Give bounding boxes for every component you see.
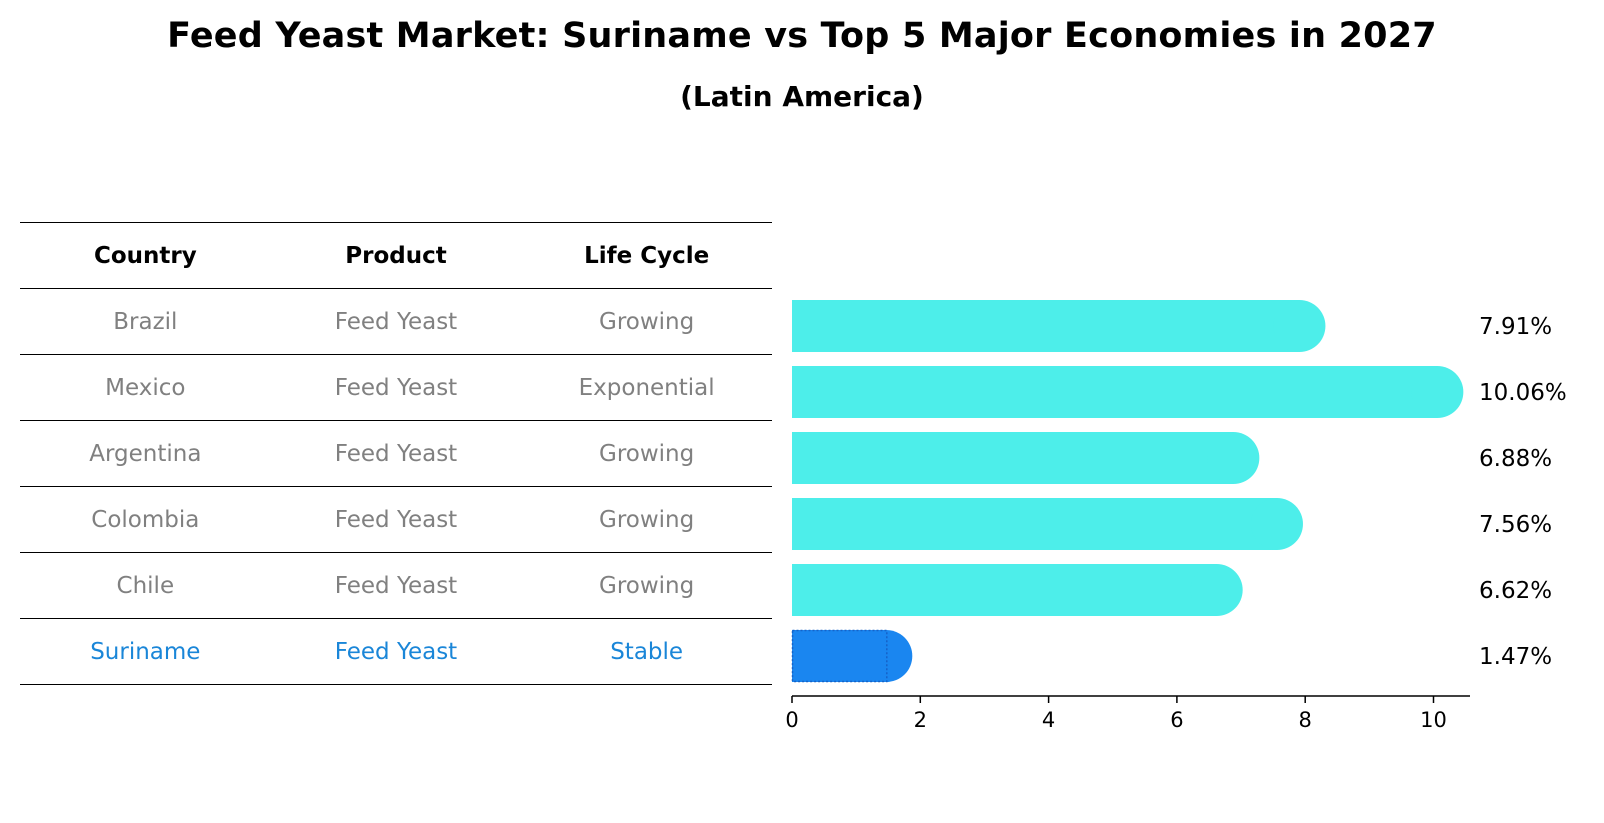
bar-cap <box>1273 300 1326 352</box>
country-cell: Brazil <box>113 308 178 335</box>
header-country: Country <box>93 242 197 269</box>
bar <box>792 564 1217 616</box>
header-life-cycle: Life Cycle <box>584 242 710 269</box>
product-cell: Feed Yeast <box>334 374 458 401</box>
x-tick-label: 4 <box>1042 708 1055 732</box>
product-cell: Feed Yeast <box>334 308 458 335</box>
product-cell: Feed Yeast <box>334 638 458 665</box>
table-row: Mexico Feed Yeast Exponential <box>20 355 772 421</box>
country-cell: Colombia <box>91 506 200 533</box>
table-row: Colombia Feed Yeast Growing <box>20 487 772 553</box>
table-header-row: Country Product Life Cycle <box>20 223 772 289</box>
bar-value-label: 6.88% <box>1479 446 1552 472</box>
table-row: Chile Feed Yeast Growing <box>20 553 772 619</box>
bar-cap <box>1250 498 1303 550</box>
life-cycle-cell: Growing <box>599 572 695 599</box>
bar <box>792 498 1277 550</box>
life-cycle-cell: Growing <box>599 308 695 335</box>
bar <box>792 432 1234 484</box>
chart-title: Feed Yeast Market: Suriname vs Top 5 Maj… <box>167 16 1437 56</box>
product-cell: Feed Yeast <box>334 572 458 599</box>
table-row-highlighted: Suriname Feed Yeast Stable <box>20 619 772 685</box>
bar-cap <box>1190 564 1243 616</box>
country-cell: Mexico <box>105 374 186 401</box>
bar <box>792 366 1438 418</box>
bar-value-label: 6.62% <box>1479 578 1552 604</box>
life-cycle-cell: Growing <box>599 440 695 467</box>
bar <box>792 300 1300 352</box>
life-cycle-cell: Exponential <box>578 374 715 401</box>
bar-value-label: 7.91% <box>1479 314 1552 340</box>
life-cycle-cell: Stable <box>610 638 684 665</box>
table-row: Brazil Feed Yeast Growing <box>20 289 772 355</box>
bar-cap <box>1207 432 1260 484</box>
comparison-table: Country Product Life Cycle Brazil Feed Y… <box>20 222 772 685</box>
product-cell: Feed Yeast <box>334 440 458 467</box>
table-row: Argentina Feed Yeast Growing <box>20 421 772 487</box>
bar-value-label: 1.47% <box>1479 644 1552 670</box>
country-cell: Argentina <box>89 440 202 467</box>
x-tick-label: 6 <box>1170 708 1183 732</box>
bar-value-label: 10.06% <box>1479 380 1567 406</box>
x-tick-label: 0 <box>785 708 798 732</box>
x-tick-label: 8 <box>1299 708 1312 732</box>
bar-value-label: 7.56% <box>1479 512 1552 538</box>
country-cell: Chile <box>116 572 175 599</box>
bar-outline <box>791 629 888 683</box>
product-cell: Feed Yeast <box>334 506 458 533</box>
x-tick-label: 2 <box>914 708 927 732</box>
life-cycle-cell: Growing <box>599 506 695 533</box>
x-tick-label: 10 <box>1420 708 1447 732</box>
bar-cap <box>1411 366 1464 418</box>
header-product: Product <box>345 242 447 269</box>
bar-cap <box>860 630 913 682</box>
chart-subtitle: (Latin America) <box>680 80 924 113</box>
country-cell: Suriname <box>90 638 201 665</box>
